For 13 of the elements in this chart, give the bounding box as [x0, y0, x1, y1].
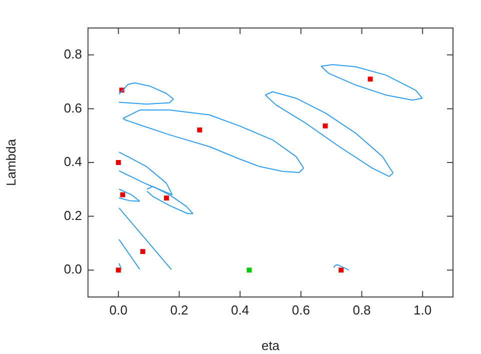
x-axis-title: eta — [261, 338, 280, 353]
y-tick-label: 0.2 — [64, 208, 82, 223]
x-tick-label: 0.6 — [292, 302, 310, 318]
y-tick-label: 0.6 — [64, 100, 82, 116]
y-tick-label: 0.0 — [64, 262, 82, 277]
y-tick-label: 0.4 — [64, 154, 82, 170]
y-axis-title: Lambda — [3, 138, 18, 186]
y-tick-label: 0.8 — [64, 46, 82, 62]
x-tick-label: 0.2 — [170, 302, 188, 318]
x-tick-label: 1.0 — [414, 302, 432, 318]
x-tick-label: 0.0 — [109, 302, 128, 318]
x-tick-label: 0.8 — [352, 302, 371, 318]
x-tick-label: 0.4 — [231, 302, 250, 318]
